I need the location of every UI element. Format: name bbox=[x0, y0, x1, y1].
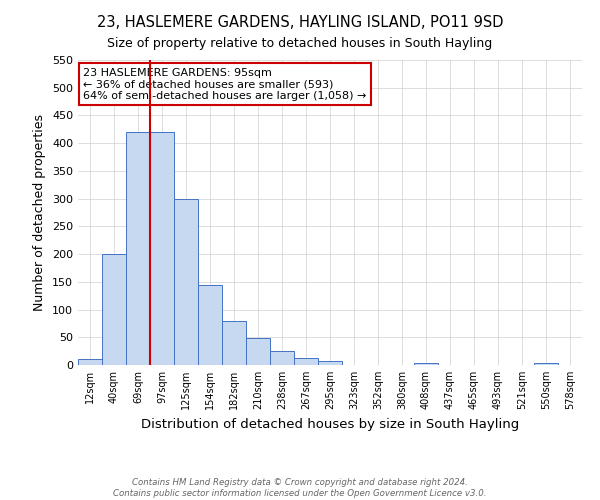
Bar bbox=[198, 284, 222, 365]
Bar bbox=[102, 254, 126, 365]
Bar bbox=[534, 364, 558, 365]
Bar bbox=[78, 360, 102, 365]
X-axis label: Distribution of detached houses by size in South Hayling: Distribution of detached houses by size … bbox=[141, 418, 519, 430]
Bar bbox=[174, 198, 198, 365]
Text: 23 HASLEMERE GARDENS: 95sqm
← 36% of detached houses are smaller (593)
64% of se: 23 HASLEMERE GARDENS: 95sqm ← 36% of det… bbox=[83, 68, 367, 101]
Bar bbox=[318, 360, 342, 365]
Y-axis label: Number of detached properties: Number of detached properties bbox=[34, 114, 46, 311]
Text: 23, HASLEMERE GARDENS, HAYLING ISLAND, PO11 9SD: 23, HASLEMERE GARDENS, HAYLING ISLAND, P… bbox=[97, 15, 503, 30]
Text: Size of property relative to detached houses in South Hayling: Size of property relative to detached ho… bbox=[107, 38, 493, 51]
Bar bbox=[414, 364, 438, 365]
Bar bbox=[294, 358, 318, 365]
Text: Contains HM Land Registry data © Crown copyright and database right 2024.
Contai: Contains HM Land Registry data © Crown c… bbox=[113, 478, 487, 498]
Bar bbox=[150, 132, 174, 365]
Bar bbox=[126, 132, 150, 365]
Bar bbox=[246, 338, 270, 365]
Bar bbox=[270, 351, 294, 365]
Bar bbox=[222, 320, 246, 365]
